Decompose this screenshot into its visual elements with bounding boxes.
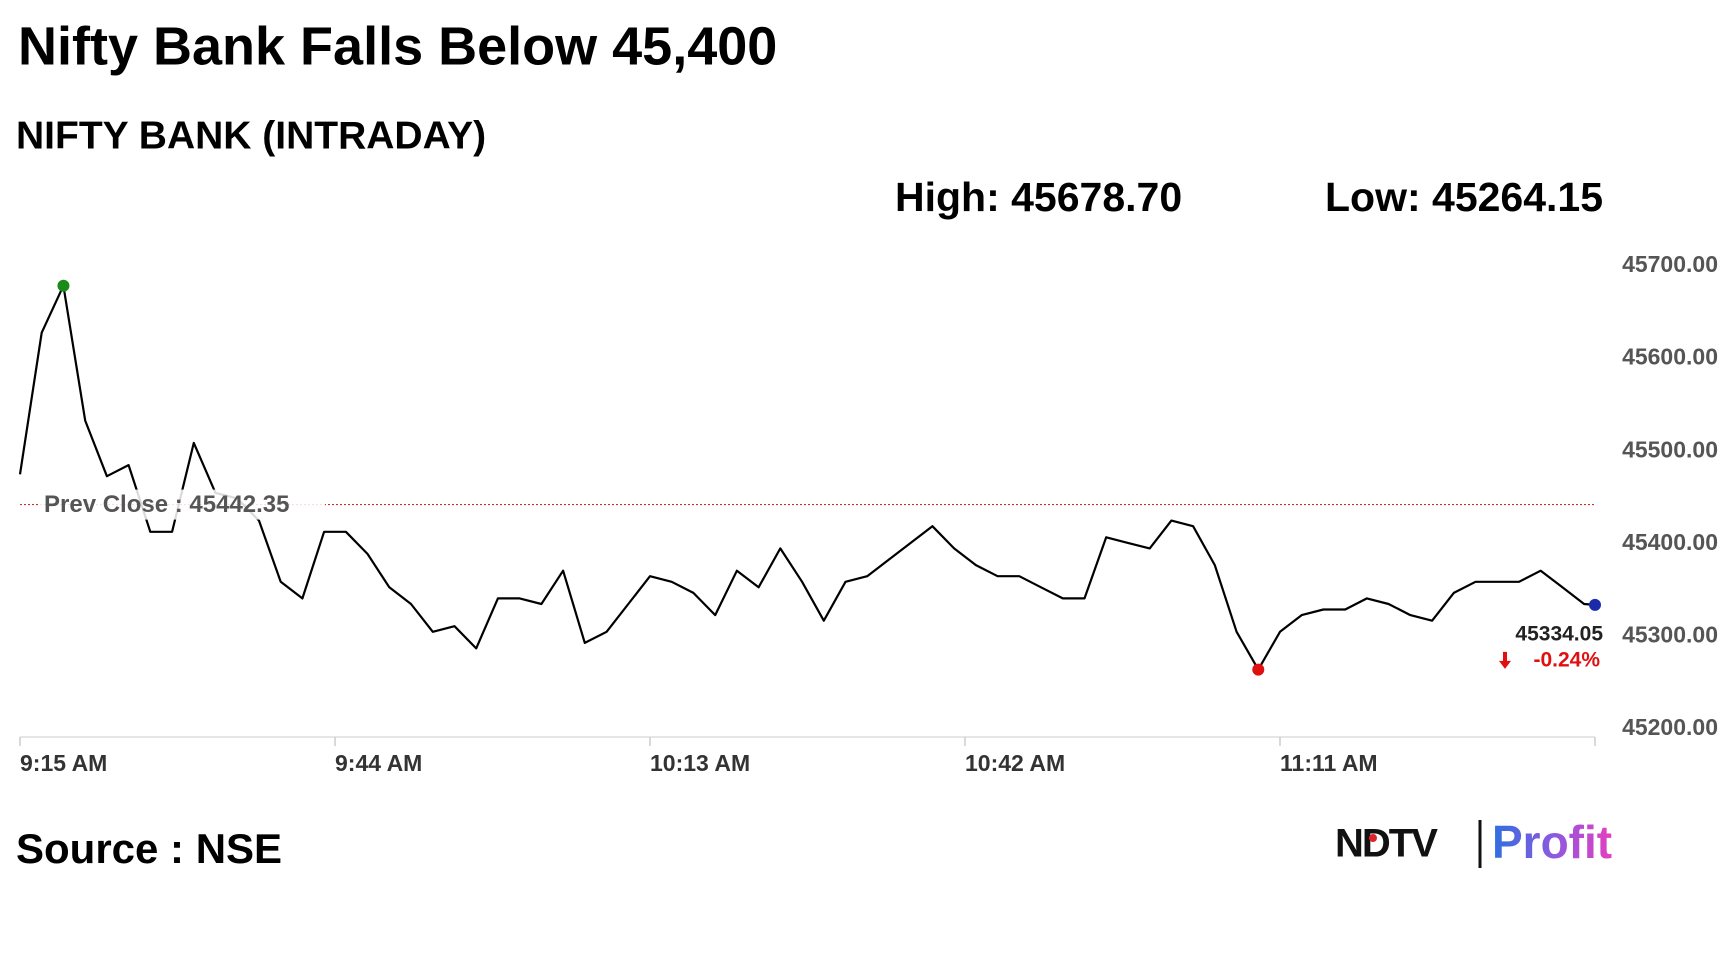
logo-profit: Profit (1492, 816, 1612, 868)
logo-dot (1369, 834, 1377, 842)
change-label: -0.24% (1533, 648, 1600, 671)
last-value-label: 45334.05 (1515, 622, 1603, 645)
y-tick-label: 45200.00 (1622, 714, 1718, 740)
down-arrow (1499, 651, 1511, 669)
chart-title: Nifty Bank Falls Below 45,400 (18, 16, 777, 76)
high-label: High: 45678.70 (895, 174, 1182, 220)
x-tick-label: 9:15 AM (20, 750, 107, 776)
low-marker (1252, 663, 1265, 676)
price-line (18, 284, 1596, 671)
chart-subtitle: NIFTY BANK (INTRADAY) (16, 114, 486, 157)
y-tick-label: 45500.00 (1622, 436, 1718, 462)
logo: NDTV Profit (1335, 816, 1612, 868)
last-marker (1589, 598, 1601, 611)
x-tick-label: 11:11 AM (1280, 750, 1378, 776)
x-tick-label: 9:44 AM (335, 750, 422, 776)
source: Source : NSE (16, 825, 282, 872)
high-marker (57, 279, 70, 292)
prev-close-bg (40, 489, 325, 520)
logo-ndtv: NDTV (1335, 822, 1438, 866)
y-tick-label: 45400.00 (1622, 529, 1718, 555)
y-tick-label: 45300.00 (1622, 621, 1718, 647)
x-tick-label: 10:13 AM (650, 750, 750, 776)
y-tick-label: 45700.00 (1622, 251, 1718, 277)
y-tick-label: 45600.00 (1622, 344, 1718, 370)
low-label: Low: 45264.15 (1325, 174, 1603, 220)
x-tick-label: 10:42 AM (965, 750, 1065, 776)
prev-close-label: Prev Close : 45442.35 (44, 491, 290, 518)
